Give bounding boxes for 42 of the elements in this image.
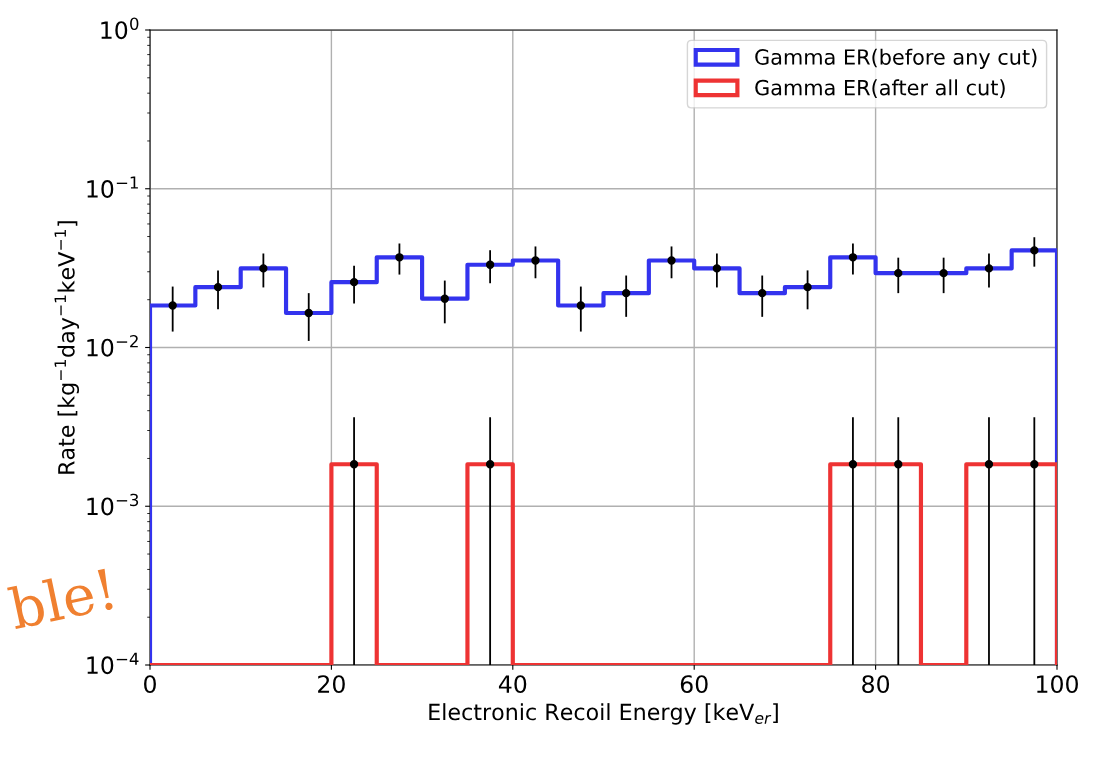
point xyxy=(349,277,359,287)
y-tick-label: 10$^{−4}$ xyxy=(87,652,139,675)
y-tick-label: 10$^{−2}$ xyxy=(87,334,138,357)
point xyxy=(349,460,359,469)
point xyxy=(758,288,767,298)
x-axis-title: Electronic Recoil Energy [keV$_{er}$] xyxy=(429,703,778,725)
point xyxy=(712,264,722,273)
x-tick-label: 20 xyxy=(318,675,345,693)
x-tick-label: 80 xyxy=(862,675,890,693)
y-tick-label: 10$^{0}$ xyxy=(101,17,139,40)
point xyxy=(622,288,631,298)
text: ble! xyxy=(7,567,114,630)
point xyxy=(667,256,676,265)
point xyxy=(304,308,313,318)
y-tick-label: 10$^{−1}$ xyxy=(87,176,138,198)
point xyxy=(803,282,812,292)
point xyxy=(395,253,404,262)
point xyxy=(848,460,858,469)
point xyxy=(848,253,858,262)
point xyxy=(984,460,994,469)
point xyxy=(894,460,903,469)
x-tick-label: 0 xyxy=(144,675,156,693)
point xyxy=(576,301,585,310)
point xyxy=(168,301,177,310)
point xyxy=(259,264,268,273)
point xyxy=(894,268,903,278)
legend-label: Gamma ER(after all cut) xyxy=(755,79,1005,98)
x-tick-label: 60 xyxy=(680,675,708,693)
x-tick-label: 40 xyxy=(498,675,527,693)
point xyxy=(531,256,540,265)
point xyxy=(485,260,495,269)
point xyxy=(939,268,948,278)
point xyxy=(440,294,449,303)
y-axis-title: Rate [kg$^{−1}$day$^{−1}$keV$^{−1}$] xyxy=(54,221,80,474)
point xyxy=(984,264,994,273)
legend-label: Gamma ER(before any cut) xyxy=(755,48,1037,69)
point xyxy=(213,282,223,292)
point xyxy=(1030,460,1039,469)
x-tick-label: 100 xyxy=(1037,675,1078,693)
point xyxy=(485,460,495,469)
y-tick-label: 10$^{−3}$ xyxy=(87,493,139,516)
point xyxy=(1030,246,1039,255)
